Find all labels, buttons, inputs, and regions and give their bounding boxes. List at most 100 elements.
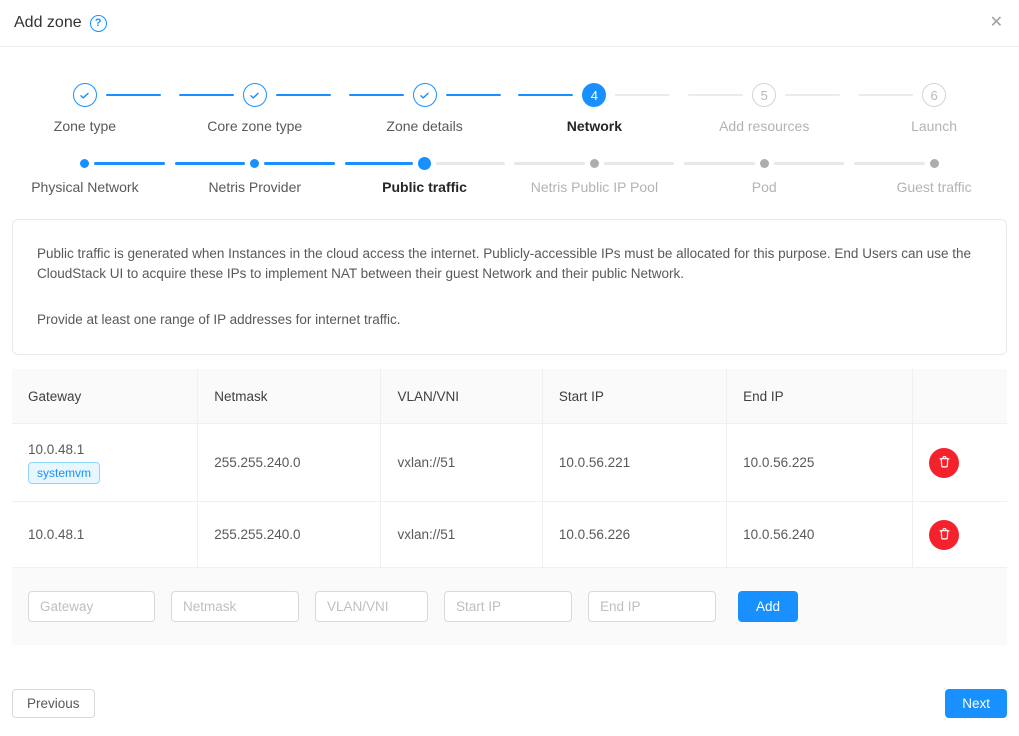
step-connector xyxy=(178,94,234,96)
substep-connector xyxy=(94,161,165,165)
step-launch: 6 Launch xyxy=(849,83,1019,134)
table-row: 10.0.48.1 systemvm 255.255.240.0 vxlan:/… xyxy=(12,424,1007,502)
substep-connector xyxy=(854,161,925,165)
column-header-start-ip: Start IP xyxy=(543,369,728,423)
network-substeps: Physical Network Netris Provider Public … xyxy=(0,156,1019,195)
wizard-steps: Zone type Core zone type Zone details xyxy=(0,83,1019,134)
netmask-value: 255.255.240.0 xyxy=(198,502,382,567)
substep-dot xyxy=(929,158,939,168)
column-header-end-ip: End IP xyxy=(727,369,914,423)
substep-label: Physical Network xyxy=(31,179,139,195)
step-connector xyxy=(105,94,161,96)
step-connector xyxy=(445,94,501,96)
step-number: 4 xyxy=(582,83,607,107)
gateway-value: 10.0.48.1 xyxy=(12,502,199,567)
step-add-resources: 5 Add resources xyxy=(679,83,849,134)
step-check-icon xyxy=(412,83,437,107)
next-button[interactable]: Next xyxy=(945,689,1007,718)
substep-connector xyxy=(264,161,335,165)
step-connector xyxy=(858,94,914,96)
vlan-vni-value: vxlan://51 xyxy=(381,424,543,501)
dialog-title: Add zone xyxy=(14,14,82,31)
substep-connector xyxy=(603,161,675,165)
step-core-zone-type: Core zone type xyxy=(170,83,340,134)
substep-connector xyxy=(436,161,505,165)
help-icon[interactable]: ? xyxy=(89,14,107,32)
info-paragraph: Provide at least one range of IP address… xyxy=(37,312,401,327)
add-zone-dialog: Add zone ? ✕ Zone type Core zone xyxy=(0,0,1019,718)
step-label: Network xyxy=(566,118,623,134)
substep-label: Netris Public IP Pool xyxy=(530,179,659,195)
end-ip-value: 10.0.56.240 xyxy=(727,502,914,567)
substep-netris-provider: Netris Provider xyxy=(170,156,340,195)
substep-pod: Pod xyxy=(679,156,849,195)
ip-range-table: Gateway Netmask VLAN/VNI Start IP End IP… xyxy=(12,369,1007,645)
public-traffic-info-panel: Public traffic is generated when Instanc… xyxy=(12,219,1007,355)
netmask-input[interactable] xyxy=(171,591,299,622)
substep-label: Netris Provider xyxy=(208,179,302,195)
step-connector xyxy=(275,94,331,96)
gateway-input[interactable] xyxy=(28,591,155,622)
substep-connector xyxy=(344,161,414,165)
step-label: Zone details xyxy=(386,118,463,134)
info-paragraph: Public traffic is generated when Instanc… xyxy=(37,246,971,281)
step-label: Core zone type xyxy=(207,118,303,134)
substep-label: Public traffic xyxy=(382,179,467,195)
close-icon[interactable]: ✕ xyxy=(989,14,1003,31)
step-connector xyxy=(785,94,841,96)
gateway-value: 10.0.48.1 xyxy=(28,441,85,457)
step-label: Add resources xyxy=(719,118,810,134)
step-connector xyxy=(348,94,404,96)
column-header-actions xyxy=(913,369,1007,423)
start-ip-input[interactable] xyxy=(444,591,572,622)
table-row: 10.0.48.1 255.255.240.0 vxlan://51 10.0.… xyxy=(12,502,1007,568)
substep-dot xyxy=(418,156,432,170)
step-check-icon xyxy=(242,83,267,107)
column-header-vlan-vni: VLAN/VNI xyxy=(381,369,543,423)
vlan-vni-value: vxlan://51 xyxy=(381,502,543,567)
delete-row-button[interactable] xyxy=(929,447,960,478)
dialog-footer: Previous Next xyxy=(0,689,1019,718)
start-ip-value: 10.0.56.221 xyxy=(543,424,728,501)
trash-icon xyxy=(937,454,952,472)
step-connector xyxy=(518,94,574,96)
substep-netris-public-ip-pool: Netris Public IP Pool xyxy=(509,156,679,195)
substep-connector xyxy=(684,161,755,165)
substep-label: Guest traffic xyxy=(896,179,972,195)
substep-guest-traffic: Guest traffic xyxy=(849,156,1019,195)
add-button[interactable]: Add xyxy=(738,591,799,622)
step-label: Launch xyxy=(911,118,958,134)
step-network: 4 Network xyxy=(509,83,679,134)
end-ip-input[interactable] xyxy=(588,591,716,622)
trash-icon xyxy=(937,526,952,544)
substep-public-traffic: Public traffic xyxy=(340,156,510,195)
netmask-value: 255.255.240.0 xyxy=(198,424,382,501)
substep-connector xyxy=(773,161,845,165)
step-check-icon xyxy=(72,83,97,107)
previous-button[interactable]: Previous xyxy=(12,689,95,718)
column-header-netmask: Netmask xyxy=(198,369,382,423)
start-ip-value: 10.0.56.226 xyxy=(543,502,728,567)
substep-connector xyxy=(514,161,585,165)
substep-dot xyxy=(250,158,260,168)
substep-label: Pod xyxy=(751,179,777,195)
table-header-row: Gateway Netmask VLAN/VNI Start IP End IP xyxy=(12,369,1007,424)
step-connector xyxy=(615,94,671,96)
dialog-header: Add zone ? ✕ xyxy=(0,0,1019,47)
substep-dot xyxy=(759,158,769,168)
systemvm-tag: systemvm xyxy=(28,461,100,484)
delete-row-button[interactable] xyxy=(929,519,960,550)
vlan-vni-input[interactable] xyxy=(315,591,428,622)
substep-physical-network: Physical Network xyxy=(0,156,170,195)
substep-connector xyxy=(174,161,246,165)
substep-dot xyxy=(589,158,599,168)
add-ip-range-form: Add xyxy=(12,568,1007,645)
step-label: Zone type xyxy=(53,118,117,134)
step-zone-type: Zone type xyxy=(0,83,170,134)
end-ip-value: 10.0.56.225 xyxy=(727,424,914,501)
step-number: 5 xyxy=(752,83,777,107)
step-zone-details: Zone details xyxy=(340,83,510,134)
substep-dot xyxy=(80,158,90,168)
step-connector xyxy=(688,94,744,96)
step-number: 6 xyxy=(922,83,947,107)
